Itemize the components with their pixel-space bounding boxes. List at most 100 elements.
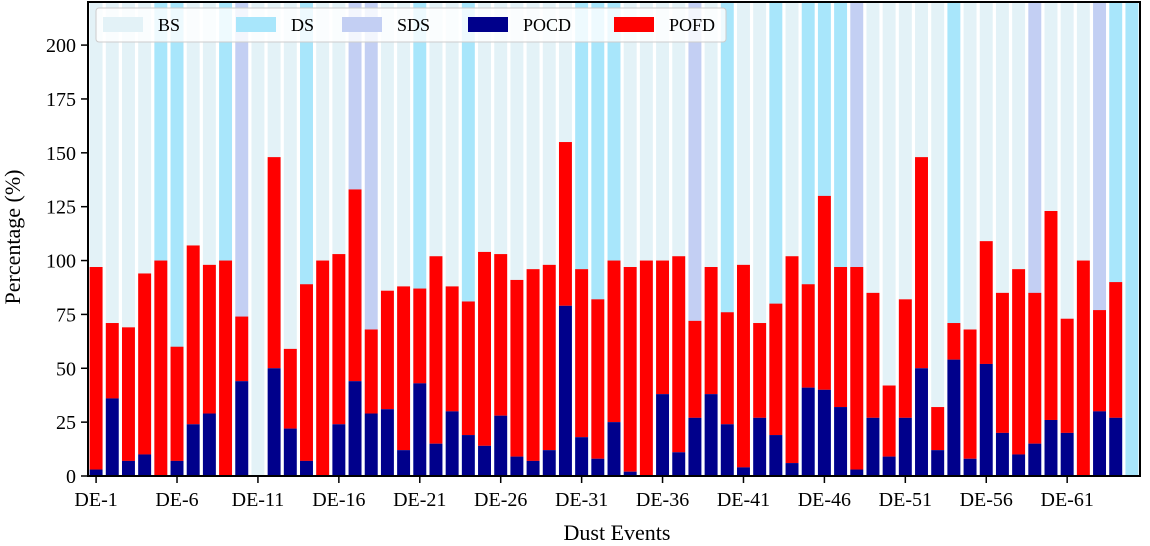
bar-pocd (1044, 419, 1058, 476)
bar-pofd (769, 303, 783, 436)
legend-label-ds: DS (291, 15, 314, 35)
bar-pocd (235, 381, 249, 476)
bar-pofd (672, 256, 686, 453)
bar-pocd (623, 471, 637, 476)
x-tick-label: DE-61 (1041, 489, 1094, 511)
x-tick-label: DE-11 (232, 489, 285, 511)
bar-pofd (785, 256, 799, 464)
bar-pocd (947, 359, 961, 476)
bar-pocd (283, 428, 297, 476)
bar-pofd (1028, 292, 1042, 444)
bar-pofd (915, 157, 928, 369)
bar-pocd (817, 389, 831, 476)
y-axis-label: Percentage (%) (0, 170, 25, 305)
plot-frame (87, 1, 1141, 477)
data-bars-layer (89, 142, 1123, 476)
y-tick-label: 75 (56, 304, 76, 326)
y-tick-label: 125 (46, 197, 76, 219)
background-bar-ds (1125, 2, 1139, 476)
bar-pocd (995, 432, 1009, 476)
bar-pofd (526, 269, 540, 461)
bar-pofd (979, 241, 993, 364)
bar-pofd (348, 189, 362, 382)
bar-pofd (995, 292, 1009, 433)
y-tick-label: 50 (56, 358, 76, 380)
bar-pofd (963, 329, 977, 459)
bar-pocd (672, 452, 686, 476)
bar-pocd (478, 445, 491, 476)
bar-pofd (170, 346, 184, 461)
bar-pocd (397, 450, 411, 476)
bar-pocd (170, 460, 184, 476)
bar-pocd (510, 456, 524, 476)
bar-pofd (461, 301, 475, 436)
bar-pofd (639, 260, 653, 476)
legend-box (95, 7, 727, 43)
bar-pocd (494, 415, 508, 476)
bar-pocd (558, 305, 572, 476)
bar-pocd (121, 460, 135, 476)
x-axis-ticks: DE-1 DE-6 DE-11 DE-16 DE-21 DE-26 DE-31 DE-36 DE… (74, 476, 1094, 511)
bar-pocd (979, 363, 993, 476)
bar-pocd (267, 368, 281, 476)
bar-pocd (785, 463, 799, 476)
x-axis-label: Dust Events (564, 520, 671, 541)
bar-pocd (445, 411, 459, 476)
y-axis-ticks: 0 25 50 75 100 125 150 175 200 (46, 35, 88, 488)
bar-pocd (461, 435, 475, 476)
bar-pofd (1076, 260, 1090, 476)
bar-pofd (397, 286, 411, 451)
bar-pocd (769, 435, 783, 476)
legend-swatch-bs (103, 17, 143, 32)
bar-pocd (575, 437, 589, 476)
bar-pocd (1093, 411, 1107, 476)
bar-pofd (154, 260, 168, 476)
bar-pocd (429, 443, 443, 476)
x-tick-label: DE-36 (636, 489, 689, 511)
bar-pocd (332, 424, 346, 476)
bar-pofd (89, 267, 103, 470)
bar-pofd (364, 329, 378, 414)
bar-pocd (931, 450, 945, 476)
bar-pofd (882, 385, 896, 457)
bar-pocd (607, 422, 621, 476)
x-tick-label: DE-51 (879, 489, 932, 511)
background-bar-bs (251, 2, 265, 476)
x-tick-label: DE-1 (74, 489, 117, 511)
background-bar-bs (882, 2, 896, 476)
legend-swatch-pocd (468, 17, 508, 32)
bar-pofd (105, 323, 119, 399)
bar-pocd (1028, 443, 1042, 476)
bar-pofd (575, 269, 589, 438)
bar-pocd (89, 469, 103, 476)
bar-pocd (720, 424, 734, 476)
bar-pocd (202, 413, 216, 476)
bar-pocd (186, 424, 200, 476)
bar-pocd (963, 458, 977, 476)
bar-pofd (429, 256, 443, 444)
x-tick-label: DE-21 (393, 489, 446, 511)
bar-pocd (882, 456, 896, 476)
y-tick-label: 0 (66, 466, 76, 488)
bar-pocd (105, 398, 119, 476)
bar-pocd (138, 454, 152, 476)
bar-pofd (332, 254, 346, 425)
bar-pofd (510, 279, 524, 457)
bar-pocd (737, 467, 750, 476)
bar-pofd (850, 267, 864, 470)
bar-pocd (380, 409, 394, 476)
bar-pofd (445, 286, 459, 412)
y-tick-label: 25 (56, 412, 76, 434)
bar-pofd (542, 264, 556, 451)
legend-label-pocd: POCD (523, 15, 571, 35)
bar-pocd (801, 387, 815, 476)
bar-pocd (1109, 417, 1123, 476)
bar-pofd (267, 157, 281, 369)
bar-pocd (300, 460, 313, 476)
y-tick-label: 100 (46, 251, 76, 273)
bar-pofd (1109, 282, 1123, 418)
bar-pocd (688, 417, 702, 476)
bar-pofd (138, 273, 152, 455)
